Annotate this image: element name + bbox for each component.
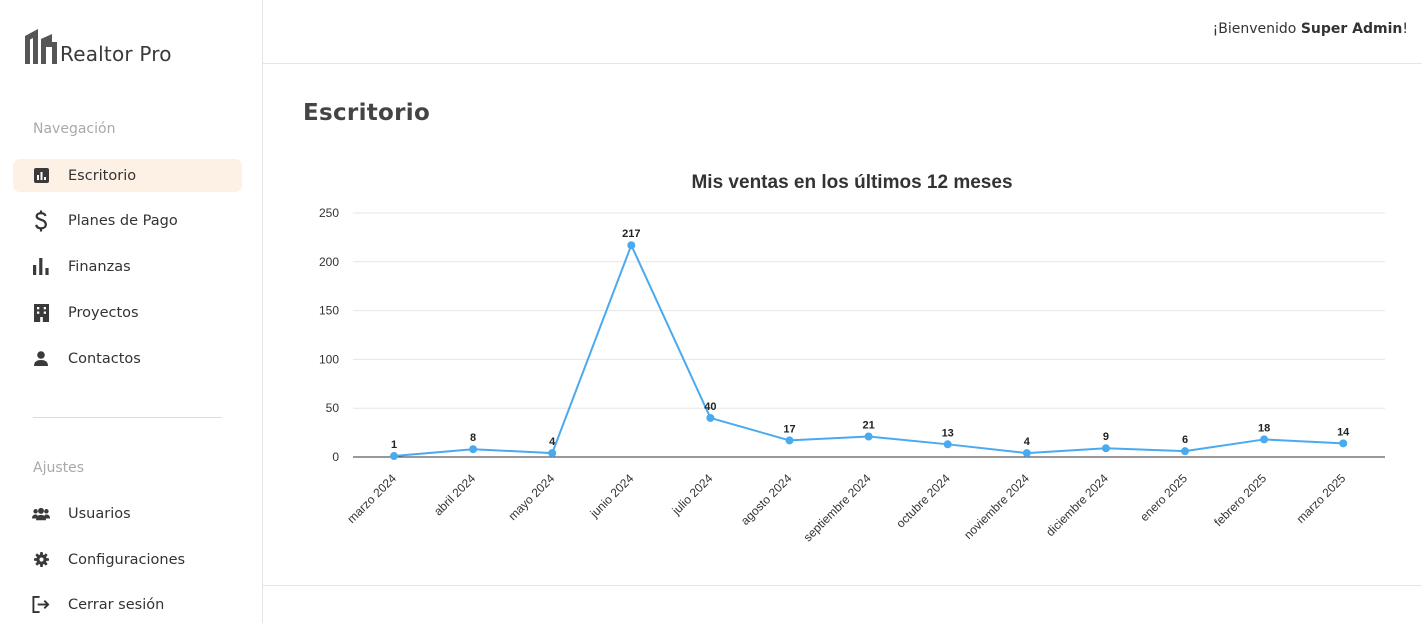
data-point: [785, 436, 794, 445]
y-tick-label: 50: [326, 401, 340, 415]
data-label: 4: [1024, 436, 1031, 448]
welcome-suffix: !: [1402, 21, 1408, 37]
sales-line-chart: 0 50 100 150 200 250 1 marzo 2024 8 abril 2024 4 ma…: [319, 206, 1385, 544]
nav-section-label: Navegación: [33, 121, 116, 137]
sidebar-item-label: Escritorio: [68, 167, 137, 184]
bar-chart-icon: [32, 258, 50, 276]
x-tick-label: marzo 2025: [1294, 471, 1349, 526]
sidebar-item-label: Usuarios: [68, 505, 131, 522]
y-tick-label: 0: [332, 450, 339, 464]
top-bar: ¡Bienvenido Super Admin!: [263, 0, 1422, 64]
sidebar: Realtor Pro Navegación Escritorio Planes…: [0, 0, 263, 623]
data-point: [706, 413, 715, 422]
data-point: [1022, 449, 1031, 458]
welcome-message: ¡Bienvenido Super Admin!: [1213, 21, 1408, 37]
welcome-prefix: ¡Bienvenido: [1212, 21, 1301, 37]
data-point: [1260, 435, 1269, 444]
data-point: [1339, 439, 1348, 448]
x-tick-label: febrero 2025: [1211, 471, 1269, 529]
x-tick-label: noviembre 2024: [961, 471, 1032, 542]
content-divider: [263, 585, 1422, 586]
chart-title: Mis ventas en los últimos 12 meses: [691, 172, 1013, 193]
page-title: Escritorio: [303, 100, 431, 126]
data-label: 13: [942, 427, 954, 439]
sidebar-item-label: Contactos: [68, 350, 141, 367]
data-point: [864, 432, 873, 441]
y-tick-label: 100: [319, 352, 339, 366]
data-label: 17: [783, 423, 795, 435]
data-label: 1: [391, 439, 397, 451]
sidebar-item-label: Proyectos: [68, 304, 139, 321]
gear-icon: [32, 551, 50, 569]
x-tick-label: marzo 2024: [344, 471, 399, 526]
brand-name: Realtor Pro: [60, 42, 172, 66]
data-point: [469, 445, 478, 454]
sidebar-item-planes-de-pago[interactable]: Planes de Pago: [13, 204, 242, 237]
data-label: 8: [470, 432, 476, 444]
sidebar-item-contactos[interactable]: Contactos: [13, 342, 242, 375]
x-tick-label: octubre 2024: [893, 471, 953, 531]
data-point: [390, 452, 398, 461]
x-tick-label: agosto 2024: [738, 471, 795, 528]
data-point: [1101, 444, 1110, 453]
x-tick-label: junio 2024: [587, 471, 637, 521]
data-label: 6: [1182, 434, 1188, 446]
x-tick-label: abril 2024: [431, 471, 478, 518]
users-icon: [32, 505, 50, 523]
y-tick-label: 200: [319, 255, 339, 269]
sidebar-item-usuarios[interactable]: Usuarios: [13, 497, 242, 530]
x-tick-label: julio 2024: [669, 471, 716, 518]
sidebar-item-label: Cerrar sesión: [68, 596, 165, 613]
sidebar-item-label: Configuraciones: [68, 551, 186, 568]
sidebar-item-label: Planes de Pago: [68, 212, 178, 229]
data-label: 9: [1103, 431, 1109, 443]
data-point: [627, 241, 636, 250]
data-label: 18: [1258, 422, 1270, 434]
y-tick-label: 250: [319, 206, 339, 220]
x-tick-label: septiembre 2024: [801, 471, 874, 544]
y-tick-label: 150: [319, 304, 339, 318]
sidebar-item-finanzas[interactable]: Finanzas: [13, 250, 242, 283]
x-tick-label: mayo 2024: [505, 471, 557, 523]
dashboard-icon: [32, 167, 50, 185]
brand-logo[interactable]: Realtor Pro: [24, 28, 172, 66]
sidebar-item-label: Finanzas: [68, 258, 131, 275]
sidebar-item-proyectos[interactable]: Proyectos: [13, 296, 242, 329]
dollar-icon: [32, 210, 50, 231]
data-label: 40: [704, 401, 716, 413]
user-name[interactable]: Super Admin: [1300, 21, 1403, 37]
sidebar-divider: [33, 417, 222, 418]
settings-section-label: Ajustes: [33, 460, 85, 476]
x-tick-label: enero 2025: [1137, 471, 1190, 524]
sidebar-item-configuraciones[interactable]: Configuraciones: [13, 543, 242, 576]
building-icon: [32, 303, 50, 322]
data-label: 14: [1337, 426, 1350, 438]
data-point: [943, 440, 952, 449]
x-tick-label: diciembre 2024: [1043, 471, 1111, 539]
data-label: 4: [549, 436, 556, 448]
data-point: [1181, 447, 1189, 456]
logout-icon: [32, 595, 50, 614]
building-logo-icon: [24, 28, 57, 64]
data-point: [548, 449, 557, 458]
person-icon: [32, 350, 50, 368]
data-label: 217: [622, 228, 640, 240]
sidebar-item-cerrar-sesion[interactable]: Cerrar sesión: [13, 588, 242, 621]
sidebar-item-escritorio[interactable]: Escritorio: [13, 159, 242, 192]
data-label: 21: [862, 420, 874, 432]
